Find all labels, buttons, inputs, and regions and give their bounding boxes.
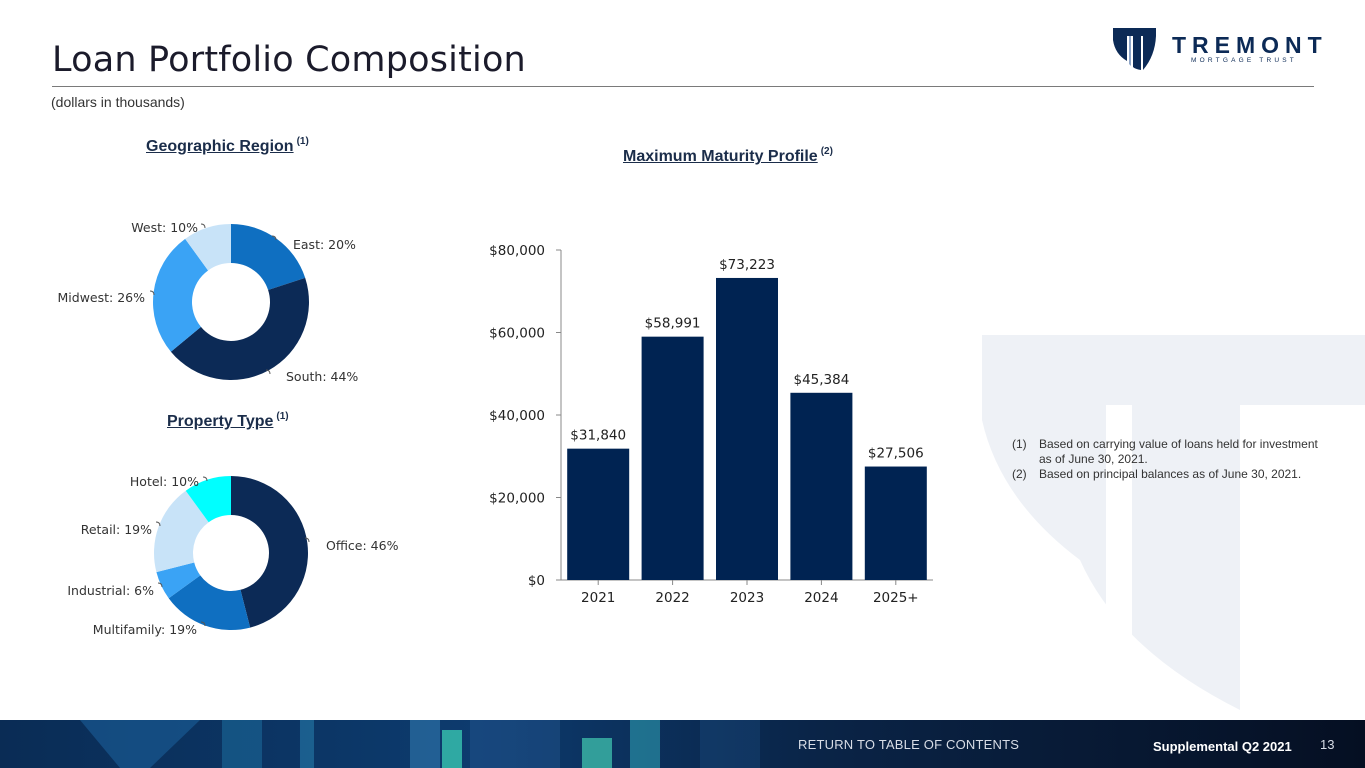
donut-slice-label: Industrial: 6% xyxy=(67,583,154,598)
donut-slice xyxy=(153,490,209,573)
footnote-text: Based on carrying value of loans held fo… xyxy=(1039,437,1318,466)
donut-slice-label: East: 20% xyxy=(293,237,356,252)
table-of-contents-link[interactable]: RETURN TO TABLE OF CONTENTS xyxy=(798,737,1020,752)
footnote-item: (2) Based on principal balances as of Ju… xyxy=(1012,467,1332,482)
property-type-title-text: Property Type xyxy=(167,413,274,430)
donut-slice-label: Hotel: 10% xyxy=(130,474,199,489)
bar xyxy=(567,448,630,580)
footnote-text: Based on principal balances as of June 3… xyxy=(1039,467,1302,481)
donut-slice-label: Retail: 19% xyxy=(81,522,152,537)
donut-slice xyxy=(156,562,201,599)
property-type-footnote-ref: (1) xyxy=(276,411,289,422)
maturity-profile-title-text: Maximum Maturity Profile xyxy=(623,148,818,165)
x-tick-label: 2023 xyxy=(730,590,764,606)
label-leader-line xyxy=(200,223,206,229)
donut-slice xyxy=(152,238,209,352)
y-tick-label: $60,000 xyxy=(489,326,545,342)
y-tick-label: $80,000 xyxy=(489,243,545,259)
y-tick-label: $40,000 xyxy=(489,408,545,424)
donut-slice-label: Multifamily: 19% xyxy=(93,622,197,637)
donut-slice xyxy=(185,224,231,271)
y-tick-label: $0 xyxy=(528,573,545,589)
logo-wordmark: TREMONT xyxy=(1172,32,1328,58)
bar-data-label: $45,384 xyxy=(793,372,849,388)
company-logo: TREMONT MORTGAGE TRUST xyxy=(1112,26,1322,76)
logo-tagline: MORTGAGE TRUST xyxy=(1191,57,1297,64)
x-tick-label: 2022 xyxy=(655,590,689,606)
footer-bar: RETURN TO TABLE OF CONTENTS Supplemental… xyxy=(0,720,1365,768)
label-leader-line xyxy=(265,369,271,375)
page-number: 13 xyxy=(1320,737,1335,752)
donut-slice xyxy=(231,476,309,628)
label-leader-line xyxy=(304,537,310,543)
donut-slice xyxy=(185,476,231,523)
charts-canvas: East: 20% South: 44% Midwest: 26% West: 10%… xyxy=(58,220,933,637)
bar xyxy=(790,392,853,580)
property-type-title: Property Type (1) xyxy=(167,411,289,431)
bar-data-label: $27,506 xyxy=(868,446,924,462)
footnote-item: (1) Based on carrying value of loans hel… xyxy=(1012,437,1332,467)
label-leader-line xyxy=(157,582,163,588)
logo-mark-icon xyxy=(1113,28,1156,70)
y-tick-label: $20,000 xyxy=(489,491,545,507)
donut-slice-label: Midwest: 26% xyxy=(58,290,146,305)
footer-artwork xyxy=(0,720,1365,768)
label-leader-line xyxy=(271,235,277,241)
x-tick-label: 2024 xyxy=(804,590,838,606)
donut-slice-label: Office: 46% xyxy=(326,538,399,553)
donut-slice xyxy=(231,224,306,290)
footnote-number: (1) xyxy=(1012,437,1027,451)
bar xyxy=(641,336,704,580)
maturity-profile-title: Maximum Maturity Profile (2) xyxy=(623,146,833,166)
donut-slice-label: West: 10% xyxy=(131,220,198,235)
page-subtitle: (dollars in thousands) xyxy=(51,94,185,110)
footer-report-label: Supplemental Q2 2021 xyxy=(1153,739,1292,754)
geo-region-title: Geographic Region (1) xyxy=(146,136,309,156)
donut-slice-label: South: 44% xyxy=(286,369,358,384)
donut-slice xyxy=(170,277,309,381)
bar-data-label: $58,991 xyxy=(645,316,701,332)
geo-region-footnote-ref: (1) xyxy=(296,136,309,147)
label-leader-line xyxy=(200,621,206,627)
footnotes: (1) Based on carrying value of loans hel… xyxy=(1012,437,1332,482)
page-title: Loan Portfolio Composition xyxy=(52,40,526,80)
label-leader-line xyxy=(202,476,208,482)
donut-slice xyxy=(168,575,251,631)
bar-data-label: $31,840 xyxy=(570,428,626,444)
bar xyxy=(716,277,778,580)
x-tick-label: 2021 xyxy=(581,590,615,606)
title-divider xyxy=(52,86,1314,87)
maturity-profile-footnote-ref: (2) xyxy=(820,146,833,157)
footnote-number: (2) xyxy=(1012,467,1027,481)
bar xyxy=(864,466,927,580)
label-leader-line xyxy=(155,521,161,527)
x-tick-label: 2025+ xyxy=(873,590,919,606)
geo-region-title-text: Geographic Region xyxy=(146,138,294,155)
bar-data-label: $73,223 xyxy=(719,257,775,273)
label-leader-line xyxy=(149,290,155,296)
